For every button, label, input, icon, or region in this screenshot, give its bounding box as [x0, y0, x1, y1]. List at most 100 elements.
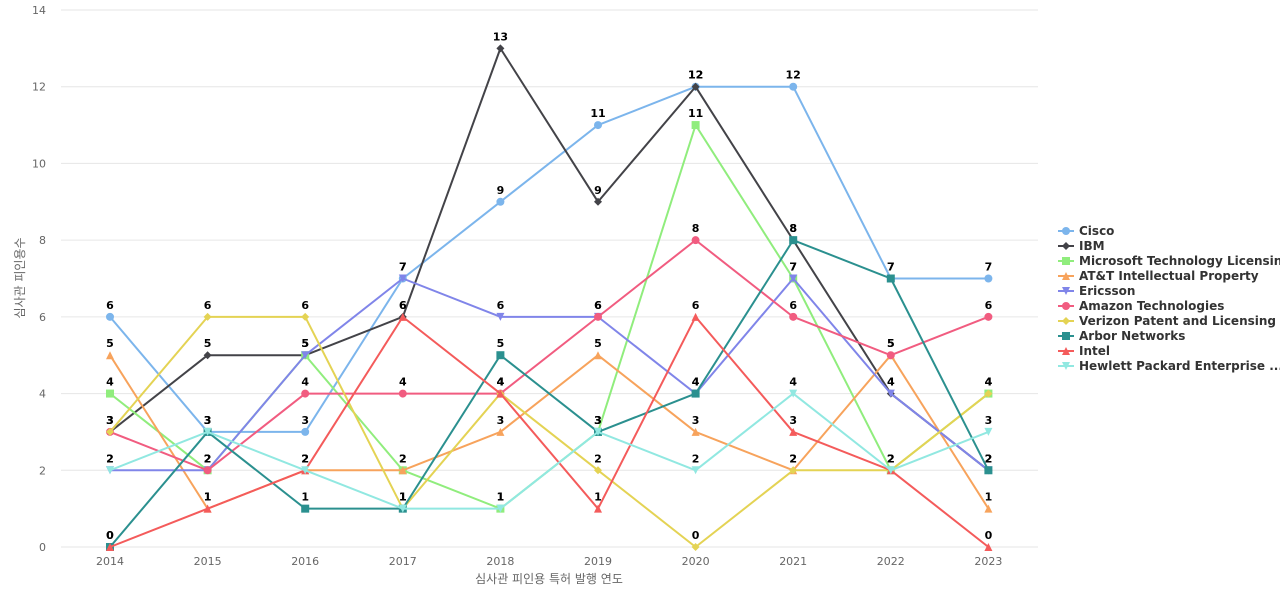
data-point [691, 312, 700, 321]
legend-marker [1062, 227, 1070, 235]
data-point [984, 427, 993, 436]
data-label: 9 [594, 184, 602, 197]
data-label: 4 [399, 376, 407, 389]
legend-item-ericsson[interactable]: Ericsson [1058, 284, 1135, 298]
legend-item-at-t-intellectual-property[interactable]: AT&T Intellectual Property [1058, 269, 1259, 283]
data-label: 7 [887, 261, 895, 274]
legend-item-amazon-technologies[interactable]: Amazon Technologies [1058, 299, 1224, 313]
series-intel[interactable] [106, 312, 993, 551]
data-label: 4 [106, 376, 114, 389]
data-label: 0 [106, 529, 114, 542]
x-tick-label: 2018 [486, 555, 514, 568]
data-label: 7 [399, 261, 407, 274]
data-point [594, 197, 602, 206]
data-label: 12 [688, 69, 703, 82]
data-point [106, 389, 114, 398]
data-label: 6 [106, 299, 114, 312]
data-label: 3 [301, 414, 309, 427]
data-point [691, 236, 700, 245]
data-label: 3 [497, 414, 505, 427]
data-label: 6 [497, 299, 505, 312]
series-line[interactable] [109, 315, 990, 548]
data-point [203, 466, 212, 475]
series-line[interactable] [109, 47, 990, 472]
data-point [106, 466, 114, 475]
data-label: 2 [301, 452, 309, 465]
legend-label: Microsoft Technology Licensing [1079, 254, 1280, 268]
legend-item-microsoft-technology-licensing[interactable]: Microsoft Technology Licensing [1058, 254, 1280, 268]
legend-label: Cisco [1079, 224, 1114, 238]
data-label: 5 [301, 337, 309, 350]
legend-label: Ericsson [1079, 284, 1135, 298]
data-label: 5 [301, 337, 309, 350]
data-label: 0 [985, 529, 993, 542]
data-point [594, 121, 602, 130]
legend-item-cisco[interactable]: Cisco [1058, 224, 1114, 238]
data-point [496, 44, 505, 53]
data-label: 7 [789, 261, 797, 274]
x-tick-label: 2014 [96, 555, 124, 568]
data-label: 3 [204, 414, 212, 427]
legend-item-hewlett-packard-enterprise[interactable]: Hewlett Packard Enterprise ... [1058, 359, 1280, 373]
data-label: 1 [204, 491, 212, 504]
legend-item-intel[interactable]: Intel [1058, 344, 1110, 358]
data-label: 6 [789, 299, 797, 312]
data-point [984, 312, 993, 321]
data-label: 6 [399, 299, 407, 312]
series-hewlett-packard-enterprise[interactable] [106, 389, 993, 513]
data-label: 11 [688, 107, 703, 120]
data-point [691, 466, 700, 475]
legend-item-ibm[interactable]: IBM [1058, 239, 1105, 253]
data-label: 8 [789, 222, 797, 235]
data-point [789, 236, 798, 245]
data-point [398, 389, 407, 398]
series-line[interactable] [109, 277, 990, 472]
data-label: 2 [301, 452, 309, 465]
data-label: 7 [789, 261, 797, 274]
legend-label: Arbor Networks [1079, 329, 1185, 343]
data-label: 4 [692, 376, 700, 389]
y-tick-label: 2 [39, 464, 46, 477]
data-label: 6 [594, 299, 602, 312]
data-point [594, 427, 602, 436]
data-label: 5 [887, 337, 895, 350]
series-line[interactable] [109, 239, 990, 548]
data-point [203, 351, 212, 360]
series-lines [106, 44, 993, 551]
data-point [106, 351, 114, 360]
y-tick-label: 4 [39, 388, 46, 401]
data-point [203, 312, 212, 321]
series-line[interactable] [109, 315, 990, 548]
data-label: 7 [985, 261, 993, 274]
data-label: 2 [985, 452, 993, 465]
data-label: 2 [301, 452, 309, 465]
legend-marker [1062, 287, 1070, 295]
series-line[interactable] [109, 392, 990, 510]
x-tick-label: 2021 [779, 555, 807, 568]
data-point [984, 389, 993, 398]
data-label: 6 [399, 299, 407, 312]
data-label: 4 [301, 376, 309, 389]
data-point [886, 466, 895, 475]
data-label: 7 [399, 261, 407, 274]
data-label: 2 [789, 452, 797, 465]
data-label: 1 [985, 491, 993, 504]
data-point [106, 427, 114, 436]
data-point [398, 274, 407, 283]
data-point [301, 504, 310, 513]
data-label: 3 [692, 414, 700, 427]
data-label: 2 [789, 452, 797, 465]
data-label: 3 [594, 414, 602, 427]
data-label: 5 [887, 337, 895, 350]
series-line[interactable] [109, 239, 990, 472]
legend-item-arbor-networks[interactable]: Arbor Networks [1058, 329, 1185, 343]
data-label: 3 [106, 414, 114, 427]
series-cisco[interactable] [106, 82, 993, 436]
series-line[interactable] [109, 85, 990, 433]
data-point [789, 427, 798, 436]
legend-item-verizon-patent-and-licensing[interactable]: Verizon Patent and Licensing [1058, 314, 1276, 328]
data-label: 4 [789, 376, 797, 389]
